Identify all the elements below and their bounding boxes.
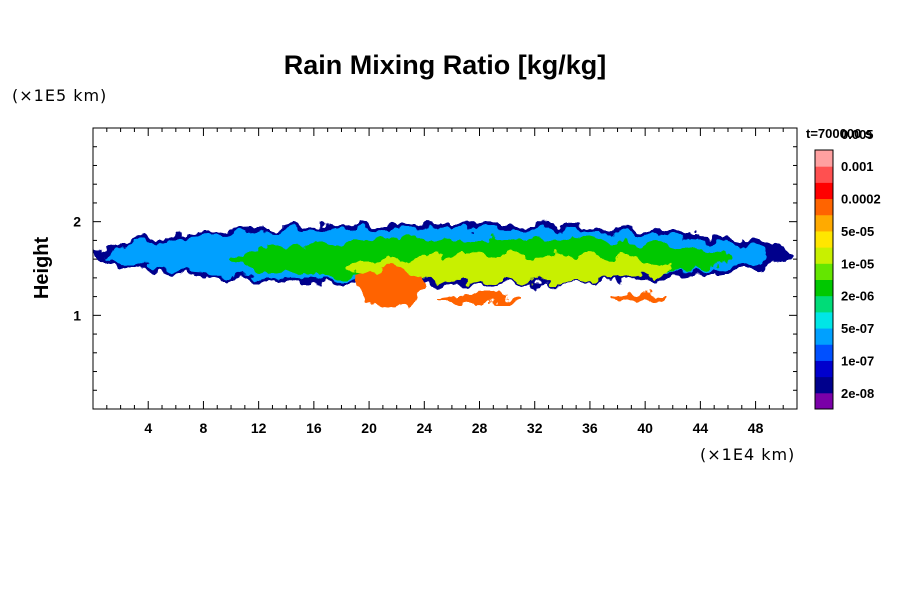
colorbar-swatch: [815, 230, 833, 248]
colorbar-swatch: [815, 263, 833, 280]
colorbar-swatch: [815, 376, 833, 394]
x-tick-label: 28: [472, 420, 488, 436]
x-tick-label: 20: [361, 420, 377, 436]
x-tick-label: 32: [527, 420, 543, 436]
rain-field: [95, 223, 795, 308]
colorbar-frame: [814, 149, 834, 410]
colorbar-label: 1e-07: [841, 353, 874, 368]
x-tick-label: 44: [693, 420, 709, 436]
colorbar-label: 2e-08: [841, 386, 874, 401]
y-unit-label: (×1E5 km): [12, 86, 107, 105]
colorbar-swatch: [815, 392, 833, 410]
rain-region: [610, 290, 666, 303]
colorbar-swatch: [815, 247, 833, 264]
x-tick-label: 16: [306, 420, 322, 436]
colorbar-swatch: [815, 198, 833, 216]
y-tick-label: 1: [73, 307, 81, 323]
colorbar-swatch: [815, 166, 833, 183]
x-tick-label: 48: [748, 420, 764, 436]
y-axis-title: Height: [31, 237, 53, 300]
colorbar-swatch: [815, 214, 833, 232]
colorbar-swatch: [815, 295, 833, 313]
colorbar-swatch: [815, 311, 833, 329]
x-tick-label: 36: [582, 420, 598, 436]
x-tick-label: 4: [144, 420, 152, 436]
x-unit-label: (×1E4 km): [700, 445, 795, 464]
rain-region: [355, 266, 425, 308]
colorbar-label: 0.0002: [841, 192, 881, 207]
chart-title: Rain Mixing Ratio [kg/kg]: [284, 50, 607, 80]
colorbar-label: 0.001: [841, 159, 874, 174]
colorbar-label: 5e-05: [841, 224, 874, 239]
colorbar-swatch: [815, 182, 833, 200]
x-tick-label: 12: [251, 420, 267, 436]
x-tick-label: 8: [200, 420, 208, 436]
colorbar-label: 5e-07: [841, 321, 874, 336]
colorbar-swatch: [815, 344, 833, 361]
rain-region: [438, 293, 521, 304]
colorbar-label: 0.005: [841, 127, 874, 142]
time-label: t=700000 s: [806, 126, 872, 141]
colorbar-swatch: [815, 150, 833, 167]
rain-region: [341, 254, 673, 283]
x-tick-label: 40: [637, 420, 653, 436]
colorbar-swatch: [815, 360, 833, 378]
colorbar-swatch: [815, 279, 833, 297]
colorbar-label: 2e-06: [841, 289, 874, 304]
colorbar-label: 1e-05: [841, 256, 874, 271]
x-tick-label: 24: [417, 420, 433, 436]
plot-frame: [92, 127, 798, 410]
y-tick-label: 2: [73, 214, 81, 230]
colorbar-swatch: [815, 328, 833, 345]
colorbar: 2e-08 1e-07 5e-07 2e-06 1e-05 5e-05 0.0002 0.00…: [814, 127, 881, 410]
